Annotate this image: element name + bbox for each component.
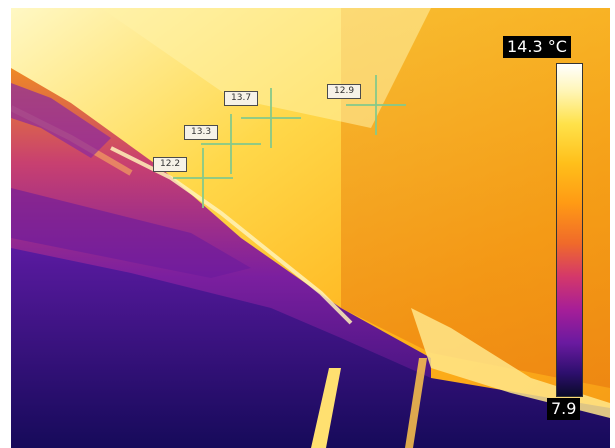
spot-label-4: 12.2	[153, 157, 188, 172]
spot-label-2: 12.9	[327, 84, 362, 99]
spot-crosshair-3	[201, 114, 261, 174]
spot-crosshair-2	[346, 75, 406, 135]
spot-crosshair-4	[173, 148, 233, 208]
temperature-scale-bar	[556, 63, 583, 397]
scale-max-label: 14.3 °C	[503, 36, 571, 58]
thermal-image: 13.7 12.9 13.3 12.2	[11, 8, 610, 448]
thermal-scene	[11, 8, 610, 448]
spot-label-1: 13.7	[224, 91, 259, 106]
spot-label-3: 13.3	[184, 125, 219, 140]
scale-min-label: 7.9	[547, 398, 581, 420]
spot-crosshair-1	[241, 88, 301, 148]
